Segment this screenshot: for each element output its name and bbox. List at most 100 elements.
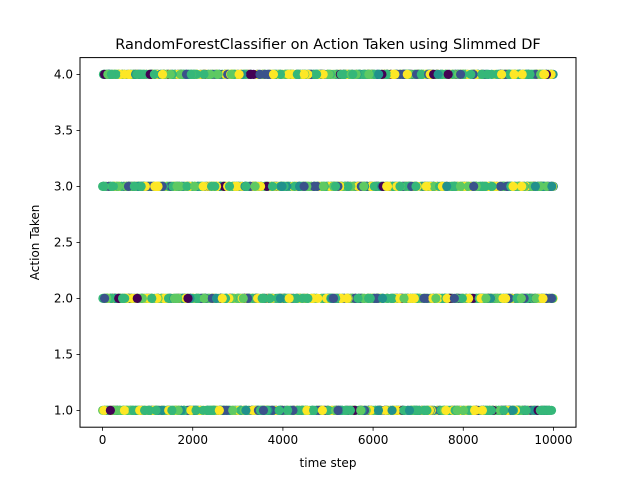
points-layer: [98, 69, 558, 415]
scatter-point: [157, 69, 168, 79]
scatter-point: [129, 181, 139, 191]
scatter-point: [466, 69, 476, 79]
scatter-point: [525, 69, 535, 79]
scatter-point: [409, 293, 419, 303]
x-axis: 0 2000 4000 6000 8000 10000: [99, 427, 573, 447]
scatter-point: [481, 293, 491, 303]
scatter-point: [299, 69, 309, 79]
scatter-point: [312, 69, 322, 79]
scatter-point: [226, 69, 236, 79]
scatter-point: [374, 69, 384, 79]
scatter-point: [457, 293, 467, 303]
scatter-point: [299, 181, 309, 191]
scatter-point: [193, 293, 203, 303]
scatter-point: [402, 69, 412, 79]
scatter-point: [283, 405, 293, 415]
scatter-point: [147, 293, 157, 303]
scatter-point: [265, 293, 275, 303]
scatter-point: [470, 405, 480, 415]
y-tick-label: 1.5: [54, 348, 73, 362]
scatter-point: [477, 69, 487, 79]
y-tick-label: 3.5: [54, 124, 73, 138]
scatter-point: [119, 405, 130, 415]
scatter-point: [546, 293, 557, 303]
scatter-point: [98, 181, 109, 191]
scatter-point: [313, 293, 323, 303]
y-tick-label: 4.0: [54, 68, 73, 82]
chart-title: RandomForestClassifier on Action Taken u…: [115, 37, 541, 53]
scatter-point: [496, 69, 507, 79]
scatter-point: [485, 405, 495, 415]
y-tick-label: 2.5: [54, 236, 73, 250]
scatter-point: [217, 293, 227, 303]
scatter-point: [442, 181, 452, 191]
scatter-point: [477, 405, 488, 415]
scatter-point: [452, 405, 462, 415]
scatter-point: [241, 181, 251, 191]
scatter-point: [487, 69, 497, 79]
scatter-point: [248, 69, 259, 79]
scatter-point: [380, 405, 391, 415]
scatter-point: [517, 181, 527, 191]
scatter-point: [399, 293, 409, 303]
scatter-point: [464, 293, 474, 303]
scatter-point: [387, 293, 397, 303]
scatter-point: [431, 293, 441, 303]
scatter-point: [213, 69, 223, 79]
scatter-point: [140, 405, 150, 415]
y-axis-title: Action Taken: [28, 205, 42, 281]
scatter-point: [531, 293, 541, 303]
scatter-point: [198, 181, 208, 191]
scatter-point: [442, 293, 452, 303]
scatter-point: [499, 405, 509, 415]
scatter-point: [228, 405, 238, 415]
x-tick-label: 8000: [448, 433, 479, 447]
scatter-point: [210, 181, 220, 191]
scatter-point: [507, 405, 518, 415]
scatter-point: [356, 405, 366, 415]
scatter-point: [498, 293, 508, 303]
scatter-point: [377, 293, 388, 303]
scatter-point: [441, 405, 451, 415]
scatter-point: [495, 181, 506, 191]
scatter-point: [353, 293, 363, 303]
x-axis-title: time step: [300, 456, 357, 470]
scatter-point: [390, 69, 400, 79]
scatter-point: [364, 293, 374, 303]
scatter-point: [509, 69, 519, 79]
scatter-point: [173, 405, 183, 415]
scatter-point: [238, 293, 248, 303]
scatter-point: [275, 293, 286, 303]
scatter-point: [183, 293, 193, 303]
scatter-point: [404, 405, 415, 415]
scatter-point: [149, 69, 159, 79]
scatter-point: [395, 181, 405, 191]
scatter-point: [302, 405, 312, 415]
scatter-point: [318, 181, 328, 191]
scatter-point: [182, 181, 192, 191]
scatter-point: [119, 69, 130, 79]
scatter-point: [258, 405, 269, 415]
scatter-point: [348, 69, 358, 79]
scatter-point: [411, 181, 421, 191]
scatter-point: [99, 293, 110, 303]
scatter-point: [364, 69, 374, 79]
scatter-point: [199, 293, 209, 303]
scatter-point: [333, 405, 343, 415]
scatter-point: [343, 181, 353, 191]
scatter-point: [292, 69, 302, 79]
scatter-point: [478, 181, 488, 191]
scatter-point: [267, 181, 278, 191]
scatter-point: [416, 69, 426, 79]
scatter-point: [199, 69, 209, 79]
scatter-point: [433, 69, 443, 79]
scatter-point: [547, 181, 557, 191]
scatter-point: [169, 293, 180, 303]
scatter-point: [136, 181, 146, 191]
scatter-point: [241, 405, 251, 415]
scatter-point: [449, 293, 459, 303]
scatter-point: [205, 405, 215, 415]
